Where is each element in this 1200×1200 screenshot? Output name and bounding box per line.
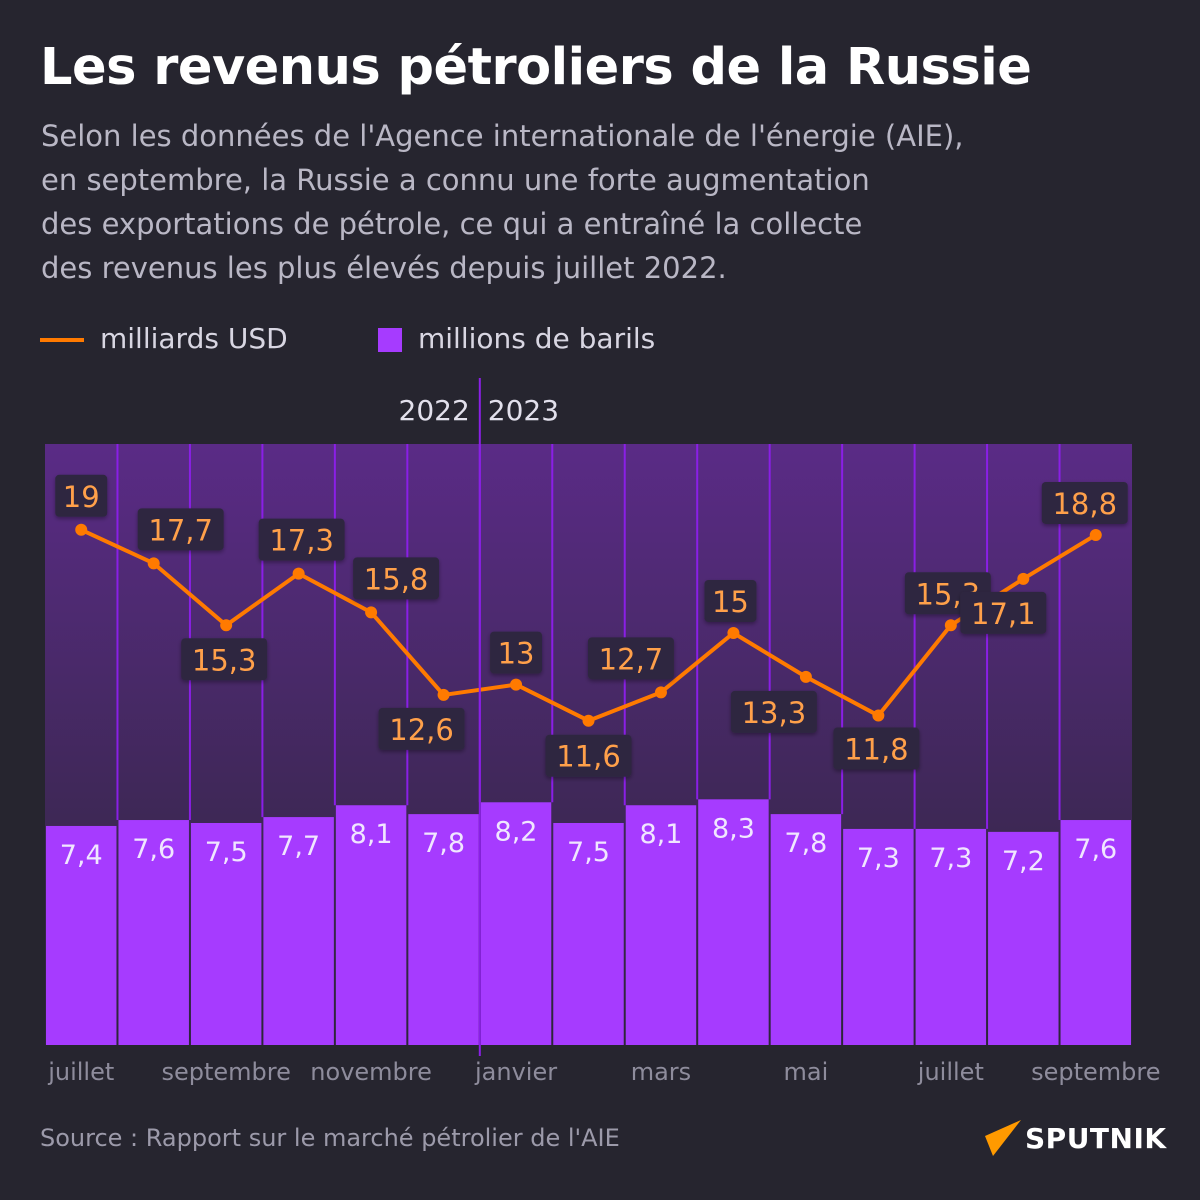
bar [988,831,1059,1045]
legend-line-swatch [40,338,84,342]
sputnik-logo: SPUTNIK [985,1120,1167,1156]
bar-value-label: 8,3 [712,813,755,844]
bar [553,823,624,1045]
usd-value-label: 17,1 [971,597,1036,631]
bar-value-label: 8,1 [350,819,393,850]
usd-value-label: 11,6 [556,740,621,774]
usd-point [510,678,523,691]
subtitle-line: des revenus les plus élevés depuis juill… [41,251,727,285]
bar-value-label: 7,5 [205,837,248,868]
x-tick-label: juillet [917,1058,984,1086]
usd-label-box [55,474,108,517]
bar-value-label: 7,3 [929,843,972,874]
usd-point [799,670,812,683]
usd-value-label: 12,7 [599,642,664,676]
usd-label-box [353,557,440,600]
usd-value-label: 15 [712,585,749,619]
x-tick-label: juillet [47,1058,114,1086]
usd-point [872,709,885,722]
bar-value-label: 7,3 [857,843,900,874]
bar-value-label: 7,8 [784,828,827,859]
usd-label-box [137,508,224,551]
x-tick-label: novembre [310,1058,432,1086]
bar [625,805,697,1045]
usd-point [220,619,233,632]
usd-point [654,686,667,699]
logo-text: SPUTNIK [1025,1121,1167,1155]
bar [263,817,334,1045]
bar-value-label: 7,7 [277,831,320,862]
usd-label-box [258,518,345,561]
usd-label-box [490,631,543,674]
bar [915,828,987,1045]
usd-point [1017,572,1030,585]
bar-value-label: 8,1 [639,819,682,850]
usd-point [1089,528,1102,541]
x-tick-label: janvier [474,1058,557,1086]
usd-value-label: 13,3 [742,696,807,730]
usd-label-box [545,734,632,777]
bar-value-label: 7,6 [1074,834,1117,865]
usd-label-box [960,591,1047,634]
usd-value-label: 15,8 [364,562,429,596]
x-tick-label: mars [631,1058,691,1086]
year-label: 2022 [399,394,470,427]
usd-label-box [833,727,920,770]
bar [480,802,552,1045]
x-tick-label: septembre [161,1058,290,1086]
usd-label-box [378,707,465,750]
bar [408,814,479,1045]
usd-value-label: 17,7 [148,513,213,547]
legend-bar-label: millions de barils [418,322,656,355]
subtitle-line: Selon les données de l'Agence internatio… [41,119,964,153]
usd-point [727,627,740,639]
bar [190,823,262,1045]
subtitle: Selon les données de l'Agence internatio… [41,114,1101,290]
bar [46,825,117,1045]
bar [698,799,769,1045]
usd-label-box [704,580,757,622]
bar-value-label: 7,4 [60,840,103,871]
usd-value-label: 18,8 [1052,487,1117,521]
page-title: Les revenus pétroliers de la Russie [40,38,1032,97]
bar-value-label: 8,2 [495,816,538,847]
year-label: 2023 [488,394,559,427]
bar-value-label: 7,8 [422,828,465,859]
usd-label-box [181,638,268,681]
usd-point [147,557,160,570]
usd-point [582,714,595,727]
usd-label-box [1041,481,1128,524]
usd-point [944,619,957,632]
bar [1060,820,1131,1045]
usd-value-label: 15,3 [192,643,257,677]
usd-value-label: 17,3 [269,524,334,558]
bar [118,820,189,1045]
bar [770,814,842,1045]
usd-value-label: 11,8 [844,733,909,767]
usd-point [292,567,305,580]
usd-value-label: 13 [498,637,535,671]
bar [843,828,914,1045]
sputnik-logo-icon [985,1120,1021,1156]
bar-value-label: 7,2 [1002,846,1045,877]
usd-point [365,606,378,619]
subtitle-line: des exportations de pétrole, ce qui a en… [41,207,863,241]
x-tick-label: septembre [1031,1058,1160,1086]
subtitle-line: en septembre, la Russie a connu une fort… [41,163,870,197]
usd-point [75,523,88,536]
usd-value-label: 12,6 [389,713,454,747]
legend-bar-swatch [378,328,402,352]
usd-point [437,688,450,701]
usd-label-box [587,637,674,680]
bar-value-label: 7,5 [567,837,610,868]
bar [335,805,407,1045]
legend-line-label: milliards USD [100,322,288,355]
usd-label-box [730,690,817,733]
bar-value-label: 7,6 [132,834,175,865]
x-tick-label: mai [784,1058,829,1086]
source-note: Source : Rapport sur le marché pétrolier… [40,1124,620,1152]
usd-value-label: 19 [63,480,100,514]
